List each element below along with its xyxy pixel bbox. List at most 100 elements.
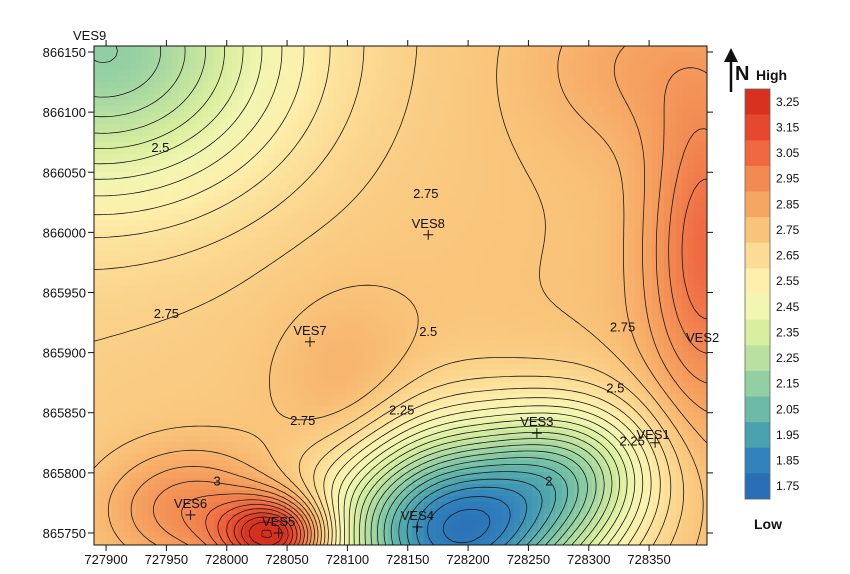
field-cell xyxy=(262,64,269,71)
field-cell xyxy=(604,316,611,323)
field-cell xyxy=(178,136,185,143)
field-cell xyxy=(580,64,587,71)
field-cell xyxy=(412,244,419,251)
field-cell xyxy=(190,244,197,251)
field-cell xyxy=(316,268,323,275)
field-cell xyxy=(544,280,551,287)
field-cell xyxy=(178,94,185,101)
field-cell xyxy=(478,322,485,329)
field-cell xyxy=(562,316,569,323)
field-cell xyxy=(124,196,131,203)
field-cell xyxy=(544,88,551,95)
field-cell xyxy=(544,226,551,233)
field-cell xyxy=(484,310,491,317)
field-cell xyxy=(652,106,659,113)
field-cell xyxy=(526,142,533,149)
field-cell xyxy=(244,64,251,71)
field-cell xyxy=(382,136,389,143)
field-cell xyxy=(526,262,533,269)
field-cell xyxy=(388,232,395,239)
field-cell xyxy=(550,226,557,233)
field-cell xyxy=(580,124,587,131)
field-cell xyxy=(304,64,311,71)
field-cell xyxy=(298,166,305,173)
field-cell xyxy=(394,316,401,323)
field-cell xyxy=(478,88,485,95)
field-cell xyxy=(394,304,401,311)
field-cell xyxy=(352,322,359,329)
field-cell xyxy=(472,142,479,149)
field-cell xyxy=(298,76,305,83)
field-cell xyxy=(400,328,407,335)
field-cell xyxy=(640,112,647,119)
field-cell xyxy=(298,58,305,65)
field-cell xyxy=(538,268,545,275)
field-cell xyxy=(178,184,185,191)
field-cell xyxy=(352,220,359,227)
field-cell xyxy=(316,88,323,95)
field-cell xyxy=(232,112,239,119)
field-cell xyxy=(202,118,209,125)
field-cell xyxy=(532,64,539,71)
field-cell xyxy=(610,100,617,107)
field-cell xyxy=(442,106,449,113)
field-cell xyxy=(304,142,311,149)
field-cell xyxy=(592,160,599,167)
field-cell xyxy=(304,82,311,89)
field-cell xyxy=(532,280,539,287)
field-cell xyxy=(580,244,587,251)
field-cell xyxy=(586,322,593,329)
field-cell xyxy=(160,310,167,317)
field-cell xyxy=(154,46,161,53)
field-cell xyxy=(94,190,101,197)
field-cell xyxy=(658,76,665,83)
field-cell xyxy=(610,136,617,143)
field-cell xyxy=(598,46,605,53)
field-cell xyxy=(184,226,191,233)
field-cell xyxy=(430,76,437,83)
field-cell xyxy=(652,304,659,311)
field-cell xyxy=(508,322,515,329)
field-cell xyxy=(304,178,311,185)
field-cell xyxy=(304,328,311,335)
field-cell xyxy=(670,322,677,329)
field-cell xyxy=(628,148,635,155)
field-cell xyxy=(520,184,527,191)
field-cell xyxy=(580,310,587,317)
field-cell xyxy=(532,268,539,275)
field-cell xyxy=(610,148,617,155)
field-cell xyxy=(394,100,401,107)
field-cell xyxy=(358,58,365,65)
field-cell xyxy=(352,64,359,71)
field-cell xyxy=(148,262,155,269)
field-cell xyxy=(412,202,419,209)
field-cell xyxy=(574,76,581,83)
field-cell xyxy=(442,46,449,53)
field-cell xyxy=(202,136,209,143)
field-cell xyxy=(574,100,581,107)
field-cell xyxy=(592,214,599,221)
field-cell xyxy=(274,316,281,323)
field-cell xyxy=(148,304,155,311)
field-cell xyxy=(370,142,377,149)
field-cell xyxy=(280,262,287,269)
field-cell xyxy=(106,94,113,101)
field-cell xyxy=(226,298,233,305)
field-cell xyxy=(412,304,419,311)
field-cell xyxy=(118,124,125,131)
field-cell xyxy=(232,190,239,197)
field-cell xyxy=(310,262,317,269)
field-cell xyxy=(568,208,575,215)
field-cell xyxy=(268,88,275,95)
field-cell xyxy=(106,274,113,281)
field-cell xyxy=(448,148,455,155)
field-cell xyxy=(562,118,569,125)
field-cell xyxy=(364,82,371,89)
field-cell xyxy=(562,178,569,185)
field-cell xyxy=(616,316,623,323)
field-cell xyxy=(370,94,377,101)
field-cell xyxy=(322,100,329,107)
field-cell xyxy=(460,142,467,149)
field-cell xyxy=(640,106,647,113)
field-cell xyxy=(544,298,551,305)
